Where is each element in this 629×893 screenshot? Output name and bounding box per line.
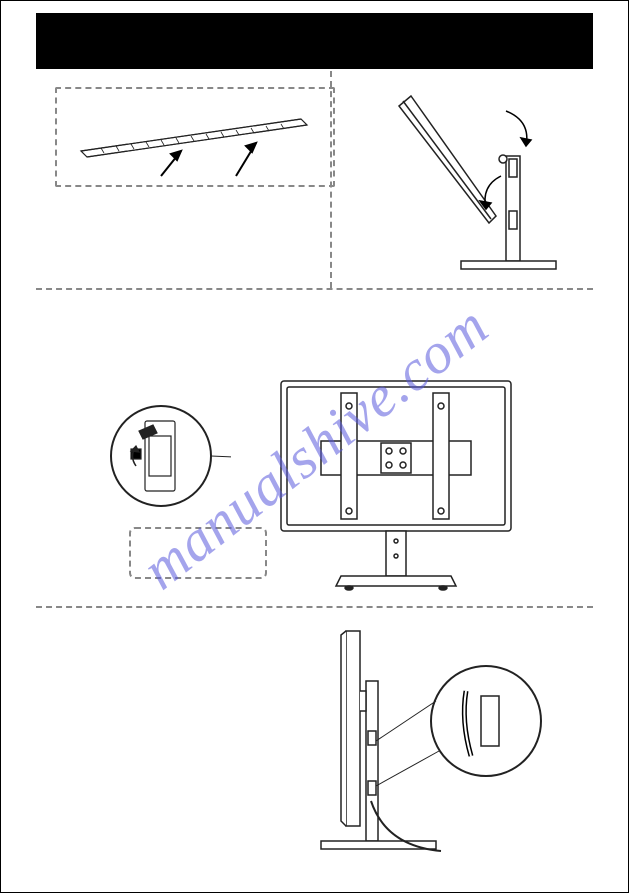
- header-bar: [36, 13, 593, 69]
- inset-box-2: [129, 527, 267, 579]
- divider-horizontal-1: [36, 288, 593, 290]
- manual-page: manualshive.com: [0, 0, 629, 893]
- diagram-tv-rear-stand: [271, 371, 531, 601]
- diagram-detail-lock: [101, 401, 231, 531]
- diagram-cable-side: [291, 621, 581, 881]
- divider-horizontal-2: [36, 606, 593, 608]
- diagram-tilt-tv: [351, 81, 581, 281]
- diagram-mounting-bar: [71, 101, 321, 181]
